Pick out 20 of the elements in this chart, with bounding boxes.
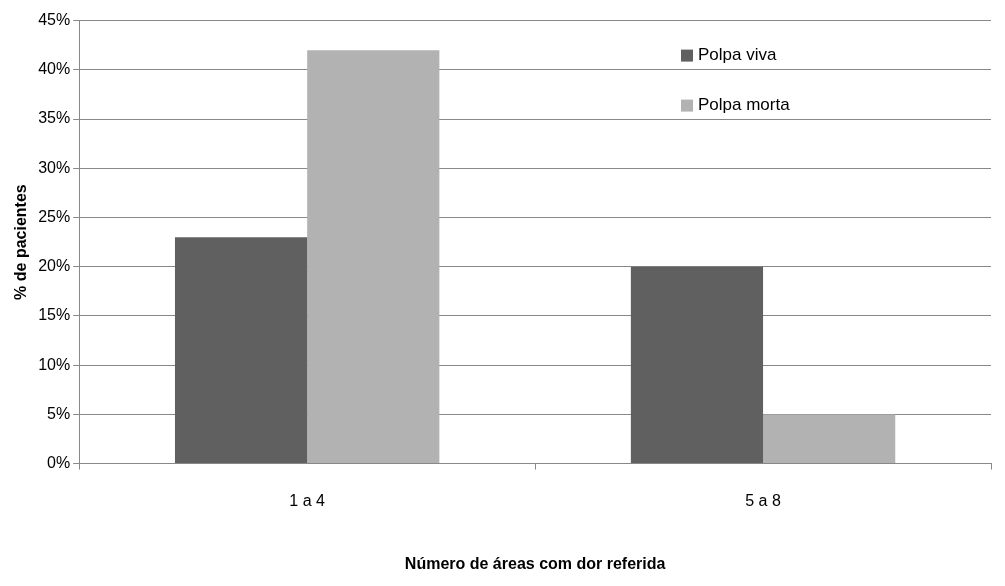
y-tick-label: 45% xyxy=(38,11,71,29)
x-tick-label: 5 a 8 xyxy=(745,491,781,509)
y-axis-title: % de pacientes xyxy=(12,184,30,300)
legend-label: Polpa morta xyxy=(698,95,791,115)
bar xyxy=(174,237,308,464)
x-axis-title: Número de áreas com dor referida xyxy=(404,554,666,572)
y-tick-label: 25% xyxy=(38,207,71,225)
y-tick-label: 35% xyxy=(38,109,71,127)
y-tick-label: 10% xyxy=(38,355,71,373)
legend-label: Polpa viva xyxy=(698,45,777,65)
bar xyxy=(630,266,764,464)
y-tick-label: 30% xyxy=(38,158,71,176)
bar xyxy=(307,50,440,464)
x-tick-label: 1 a 4 xyxy=(289,491,326,509)
y-tick-label: 20% xyxy=(38,257,71,275)
y-tick-label: 15% xyxy=(38,306,71,324)
bar xyxy=(763,414,896,464)
y-tick-label: 40% xyxy=(38,60,71,78)
y-tick-label: 5% xyxy=(47,404,71,422)
y-tick-label: 0% xyxy=(47,454,71,472)
